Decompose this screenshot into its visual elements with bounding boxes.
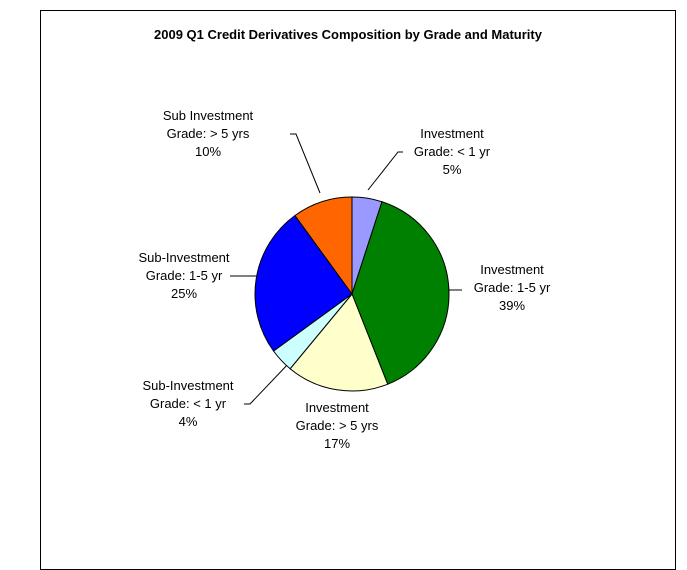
chart: 2009 Q1 Credit Derivatives Composition b… [154, 27, 543, 405]
pie-slice [254, 214, 353, 352]
value-label: 39% [498, 298, 526, 313]
chart-title: 2009 Q1 Credit Derivatives Composition b… [154, 27, 543, 42]
pie-slice [351, 201, 450, 385]
pie-slice [294, 196, 353, 296]
leader-line [244, 361, 291, 405]
category-label: Sub-Investment Grade: < 1 yr [142, 378, 234, 411]
slice-label: Sub-Investment Grade: 1-5 yr 25% [132, 249, 236, 303]
slice-label: Investment Grade: > 5 yrs 17% [285, 399, 389, 453]
leader-line [290, 133, 321, 194]
slice-label: Investment Grade: 1-5 yr 39% [460, 261, 564, 315]
page: 2009 Q1 Credit Derivatives Composition b… [40, 10, 676, 570]
slice-label: Sub-Investment Grade: < 1 yr 4% [136, 377, 240, 431]
value-label: 4% [178, 414, 198, 429]
category-label: Sub-Investment Grade: 1-5 yr [138, 250, 230, 283]
category-label: Investment Grade: < 1 yr [413, 126, 491, 159]
leader-line [367, 151, 403, 191]
value-label: 25% [170, 286, 198, 301]
pie-slice [289, 293, 389, 392]
slice-label: Sub Investment Grade: > 5 yrs 10% [156, 107, 260, 161]
category-label: Investment Grade: > 5 yrs [295, 400, 379, 433]
leader-lines [230, 133, 462, 405]
value-label: 17% [323, 436, 351, 451]
value-label: 5% [442, 162, 462, 177]
slice-label: Investment Grade: < 1 yr 5% [400, 125, 504, 179]
category-label: Sub Investment Grade: > 5 yrs [162, 108, 254, 141]
value-label: 10% [194, 144, 222, 159]
category-label: Investment Grade: 1-5 yr [473, 262, 551, 295]
